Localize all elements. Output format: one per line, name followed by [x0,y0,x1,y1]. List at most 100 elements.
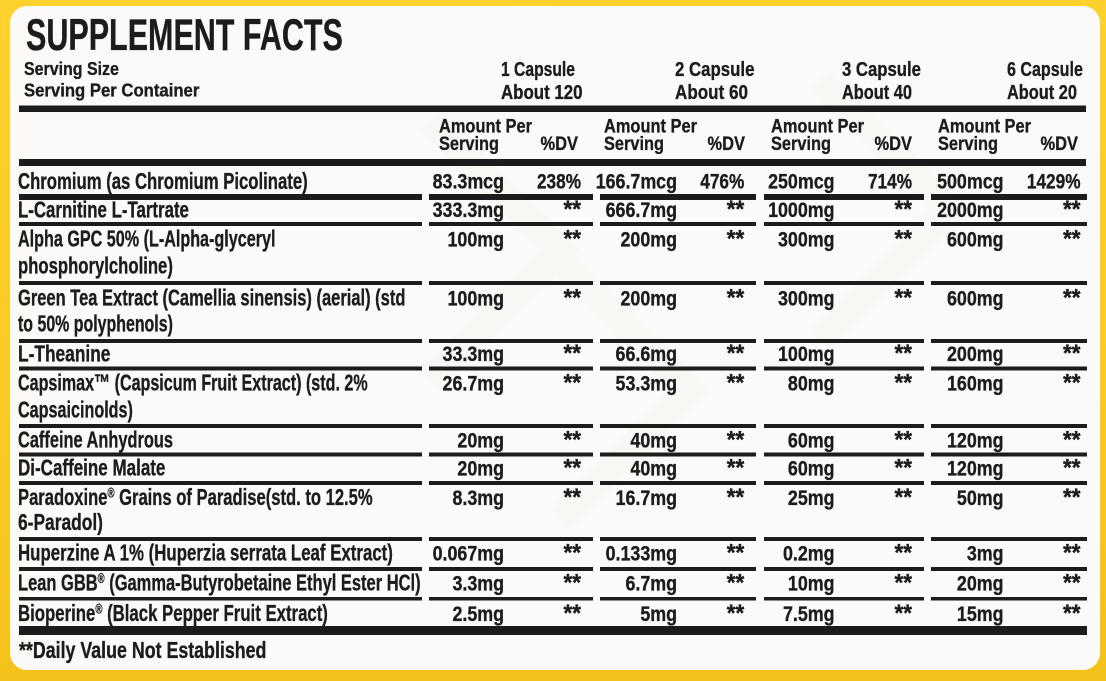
svg-text:100mg: 100mg [447,287,504,311]
svg-text:8.3mg: 8.3mg [452,487,504,511]
svg-text:300mg: 300mg [778,287,835,311]
svg-text:25mg: 25mg [788,487,835,511]
svg-text:**: ** [563,284,581,311]
svg-text:Paradoxine® Grains of Paradise: Paradoxine® Grains of Paradise(std. to 1… [18,485,373,510]
svg-text:50mg: 50mg [957,487,1004,511]
svg-text:Chromium (as Chromium Picolina: Chromium (as Chromium Picolinate) [18,169,308,194]
svg-text:**: ** [1063,225,1081,252]
svg-text:**: ** [563,426,581,453]
svg-text:**: ** [894,599,912,626]
svg-text:476%: 476% [700,171,744,194]
svg-text:6-Paradol): 6-Paradol) [18,510,103,536]
svg-text:166.7mcg: 166.7mcg [596,170,677,194]
svg-text:100mg: 100mg [447,228,504,252]
svg-text:**: ** [894,284,912,311]
svg-text:Caffeine Anhydrous: Caffeine Anhydrous [18,428,173,454]
svg-text:Capsaicinolds): Capsaicinolds) [18,398,133,424]
svg-text:**: ** [563,225,581,252]
svg-text:0.133mg: 0.133mg [606,542,677,566]
svg-text:500mcg: 500mcg [937,170,1003,194]
svg-text:333.3mg: 333.3mg [433,199,504,223]
svg-text:200mg: 200mg [620,228,677,252]
svg-text:**: ** [727,539,745,566]
svg-text:250mcg: 250mcg [768,170,834,194]
svg-text:**: ** [563,369,581,396]
svg-text:5mg: 5mg [640,603,677,627]
svg-text:**: ** [727,454,745,481]
svg-text:160mg: 160mg [947,372,1004,396]
svg-text:**: ** [894,569,912,596]
svg-text:714%: 714% [868,171,912,194]
svg-text:120mg: 120mg [947,457,1004,481]
svg-text:**: ** [894,195,912,222]
svg-text:100mg: 100mg [778,343,835,367]
svg-text:**: ** [1063,195,1081,222]
svg-text:120mg: 120mg [947,429,1004,453]
svg-text:About 60: About 60 [675,81,748,104]
svg-text:33.3mg: 33.3mg [443,343,504,367]
svg-text:**: ** [727,225,745,252]
svg-text:**: ** [563,539,581,566]
svg-text:2 Capsule: 2 Capsule [675,58,754,81]
svg-text:2.5mg: 2.5mg [452,603,504,627]
svg-text:Amount Per: Amount Per [604,115,697,137]
svg-text:15mg: 15mg [957,603,1004,627]
svg-text:**: ** [727,569,745,596]
svg-text:**: ** [727,483,745,510]
svg-text:phosphorylcholine): phosphorylcholine) [18,254,173,279]
svg-text:**: ** [1063,369,1081,396]
svg-text:About 40: About 40 [842,80,912,103]
svg-text:26.7mg: 26.7mg [443,372,504,396]
svg-text:L-Carnitine L-Tartrate: L-Carnitine L-Tartrate [18,197,189,223]
svg-text:238%: 238% [537,171,581,194]
svg-text:80mg: 80mg [788,372,835,396]
svg-text:**: ** [1063,339,1081,366]
svg-text:10mg: 10mg [788,572,835,596]
svg-text:Bioperine® (Black Pepper Fruit: Bioperine® (Black Pepper Fruit Extract) [18,601,328,626]
svg-text:**: ** [563,195,581,222]
svg-text:to 50% polyphenols): to 50% polyphenols) [18,312,173,338]
svg-text:Lean GBB® (Gamma-Butyrobetaine: Lean GBB® (Gamma-Butyrobetaine Ethyl Est… [18,571,421,596]
svg-text:L-Theanine: L-Theanine [18,341,110,367]
svg-text:6.7mg: 6.7mg [625,572,677,596]
svg-text:Capsimax™ (Capsicum Fruit Extr: Capsimax™ (Capsicum Fruit Extract) (std.… [18,371,368,397]
svg-text:6 Capsule: 6 Capsule [1007,58,1083,80]
svg-text:Green Tea Extract (Camellia si: Green Tea Extract (Camellia sinensis) (a… [18,286,405,311]
svg-text:**: ** [1063,539,1081,566]
svg-text:%DV: %DV [541,133,578,155]
svg-text:Amount Per: Amount Per [771,115,864,137]
svg-text:**: ** [563,483,581,510]
svg-text:7.5mg: 7.5mg [783,603,835,627]
svg-text:200mg: 200mg [947,343,1004,367]
svg-text:Serving Size: Serving Size [24,58,119,79]
svg-text:2000mg: 2000mg [937,199,1003,223]
svg-text:Serving: Serving [604,133,664,155]
svg-text:**: ** [1063,569,1081,596]
svg-text:600mg: 600mg [947,287,1004,311]
svg-text:**: ** [563,454,581,481]
svg-text:**: ** [894,426,912,453]
svg-text:**: ** [894,225,912,252]
svg-text:40mg: 40mg [630,429,677,453]
svg-text:83.3mcg: 83.3mcg [433,170,504,194]
svg-text:3mg: 3mg [967,542,1004,566]
svg-text:3 Capsule: 3 Capsule [842,58,921,81]
svg-text:Serving: Serving [439,133,499,155]
svg-text:Serving: Serving [771,133,831,155]
svg-text:66.6mg: 66.6mg [616,343,677,367]
svg-text:**: ** [727,426,745,453]
svg-text:Amount Per: Amount Per [938,115,1031,137]
svg-text:SUPPLEMENT FACTS: SUPPLEMENT FACTS [26,10,343,60]
svg-text:0.2mg: 0.2mg [783,542,835,566]
svg-text:60mg: 60mg [788,457,835,481]
svg-text:666.7mg: 666.7mg [606,199,677,223]
svg-text:3.3mg: 3.3mg [452,572,504,596]
svg-text:%DV: %DV [708,133,745,155]
svg-text:Serving Per Container: Serving Per Container [24,80,199,101]
svg-text:**: ** [1063,454,1081,481]
svg-text:About 120: About 120 [501,80,583,103]
svg-text:**: ** [894,483,912,510]
svg-text:**: ** [894,369,912,396]
svg-text:0.067mg: 0.067mg [433,542,504,566]
svg-text:60mg: 60mg [788,429,835,453]
